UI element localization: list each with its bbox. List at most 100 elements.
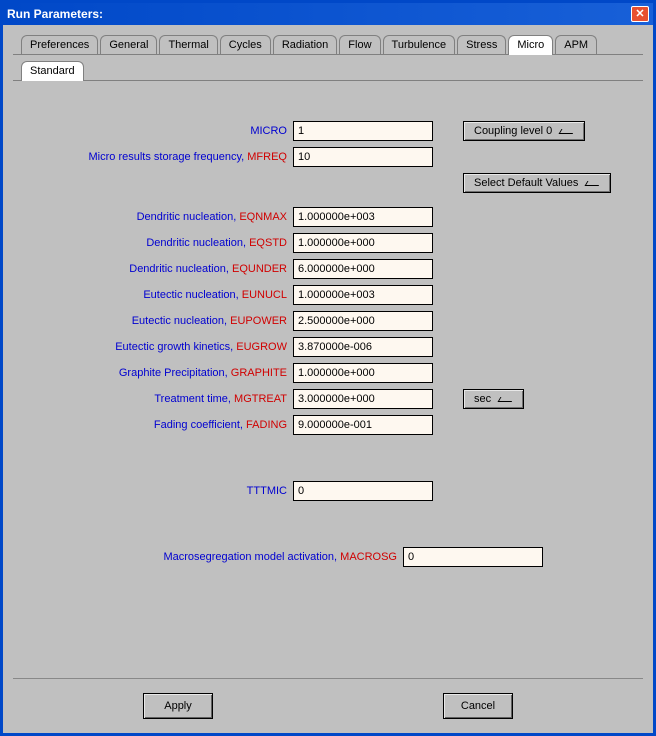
label-text-macrosg: Macrosegregation model activation, (163, 551, 337, 563)
micro-input[interactable] (293, 121, 433, 141)
row-eugrow: Eutectic growth kinetics, EUGROW (33, 337, 623, 357)
close-icon[interactable]: ✕ (631, 6, 649, 22)
label-text-eupower: Eutectic nucleation, (132, 315, 230, 327)
eugrow-input[interactable] (293, 337, 433, 357)
subtab-standard[interactable]: Standard (21, 61, 84, 81)
window-title: Run Parameters: (7, 7, 631, 21)
eupower-input[interactable] (293, 311, 433, 331)
label-eugrow: Eutectic growth kinetics, EUGROW (33, 341, 293, 353)
label-eunucl: Eutectic nucleation, EUNUCL (33, 289, 293, 301)
label-eqstd: Dendritic nucleation, EQSTD (33, 237, 293, 249)
coupling-level-button[interactable]: Coupling level 0 (463, 121, 585, 141)
code-eqnmax: EQNMAX (239, 211, 287, 223)
eqstd-input[interactable] (293, 233, 433, 253)
row-fading: Fading coefficient, FADING (33, 415, 623, 435)
input-col-eqstd (293, 233, 433, 253)
footer: Apply Cancel (13, 678, 643, 733)
label-text-equnder: Dendritic nucleation, (129, 263, 232, 275)
input-col-macrosg (403, 547, 543, 567)
label-text-eqstd: Dendritic nucleation, (146, 237, 249, 249)
graphite-input[interactable] (293, 363, 433, 383)
label-text-micro: MICRO (250, 125, 287, 137)
tab-general[interactable]: General (100, 35, 157, 54)
input-col-eugrow (293, 337, 433, 357)
label-macrosg: Macrosegregation model activation, MACRO… (33, 551, 403, 563)
input-col-eqnmax (293, 207, 433, 227)
code-eqstd: EQSTD (249, 237, 287, 249)
macrosg-input[interactable] (403, 547, 543, 567)
input-col-eunucl (293, 285, 433, 305)
code-eupower: EUPOWER (230, 315, 287, 327)
tab-micro[interactable]: Micro (508, 35, 553, 55)
btn-col-defaults: Select Default Values (463, 173, 611, 193)
row-micro: MICRO Coupling level 0 (33, 121, 623, 141)
btn-col-sec: sec (463, 389, 524, 409)
label-equnder: Dendritic nucleation, EQUNDER (33, 263, 293, 275)
run-parameters-window: Run Parameters: ✕ PreferencesGeneralTher… (0, 0, 656, 736)
label-text-mgtreat: Treatment time, (154, 393, 234, 405)
tttmic-input[interactable] (293, 481, 433, 501)
label-text-graphite: Graphite Precipitation, (119, 367, 231, 379)
input-col-graphite (293, 363, 433, 383)
row-graphite: Graphite Precipitation, GRAPHITE (33, 363, 623, 383)
form-area: MICRO Coupling level 0 Micro results sto… (13, 81, 643, 678)
mfreq-input[interactable] (293, 147, 433, 167)
dropdown-icon (559, 129, 576, 134)
label-mgtreat: Treatment time, MGTREAT (33, 393, 293, 405)
input-col-micro (293, 121, 433, 141)
tab-stress[interactable]: Stress (457, 35, 506, 54)
main-tabs: PreferencesGeneralThermalCyclesRadiation… (21, 35, 643, 54)
code-mfreq: MFREQ (247, 151, 287, 163)
fading-input[interactable] (293, 415, 433, 435)
label-text-mfreq: Micro results storage frequency, (89, 151, 245, 163)
code-eunucl: EUNUCL (242, 289, 287, 301)
sec-unit-button[interactable]: sec (463, 389, 524, 409)
row-defaults: Select Default Values (33, 173, 623, 193)
apply-button[interactable]: Apply (143, 693, 213, 719)
row-eupower: Eutectic nucleation, EUPOWER (33, 311, 623, 331)
input-col-equnder (293, 259, 433, 279)
label-fading: Fading coefficient, FADING (33, 419, 293, 431)
dropdown-icon (498, 397, 515, 402)
label-text-eqnmax: Dendritic nucleation, (137, 211, 240, 223)
input-col-fading (293, 415, 433, 435)
mgtreat-input[interactable] (293, 389, 433, 409)
equnder-input[interactable] (293, 259, 433, 279)
code-graphite: GRAPHITE (231, 367, 287, 379)
input-col-mgtreat (293, 389, 433, 409)
label-text-tttmic: TTTMIC (247, 485, 287, 497)
input-col-tttmic (293, 481, 433, 501)
spacer (33, 507, 623, 547)
tab-radiation[interactable]: Radiation (273, 35, 337, 54)
sub-tabs: Standard (21, 61, 643, 80)
row-eqstd: Dendritic nucleation, EQSTD (33, 233, 623, 253)
row-equnder: Dendritic nucleation, EQUNDER (33, 259, 623, 279)
tab-cycles[interactable]: Cycles (220, 35, 271, 54)
code-mgtreat: MGTREAT (234, 393, 287, 405)
row-eqnmax: Dendritic nucleation, EQNMAX (33, 207, 623, 227)
label-text-eugrow: Eutectic growth kinetics, (115, 341, 236, 353)
param-rows-container: Dendritic nucleation, EQNMAXDendritic nu… (33, 207, 623, 435)
spacer (33, 441, 623, 481)
cancel-button[interactable]: Cancel (443, 693, 513, 719)
label-eqnmax: Dendritic nucleation, EQNMAX (33, 211, 293, 223)
row-mfreq: Micro results storage frequency, MFREQ (33, 147, 623, 167)
code-macrosg: MACROSG (340, 551, 397, 563)
row-macrosg: Macrosegregation model activation, MACRO… (33, 547, 623, 567)
tab-thermal[interactable]: Thermal (159, 35, 217, 54)
eqnmax-input[interactable] (293, 207, 433, 227)
label-tttmic: TTTMIC (33, 485, 293, 497)
tab-flow[interactable]: Flow (339, 35, 380, 54)
eunucl-input[interactable] (293, 285, 433, 305)
input-col-eupower (293, 311, 433, 331)
sec-unit-label: sec (474, 393, 491, 405)
row-mgtreat: Treatment time, MGTREAT sec (33, 389, 623, 409)
select-default-values-button[interactable]: Select Default Values (463, 173, 611, 193)
tab-apm[interactable]: APM (555, 35, 597, 54)
tab-turbulence[interactable]: Turbulence (383, 35, 456, 54)
input-col-mfreq (293, 147, 433, 167)
label-eupower: Eutectic nucleation, EUPOWER (33, 315, 293, 327)
tab-preferences[interactable]: Preferences (21, 35, 98, 54)
content-area: PreferencesGeneralThermalCyclesRadiation… (3, 25, 653, 733)
code-fading: FADING (246, 419, 287, 431)
